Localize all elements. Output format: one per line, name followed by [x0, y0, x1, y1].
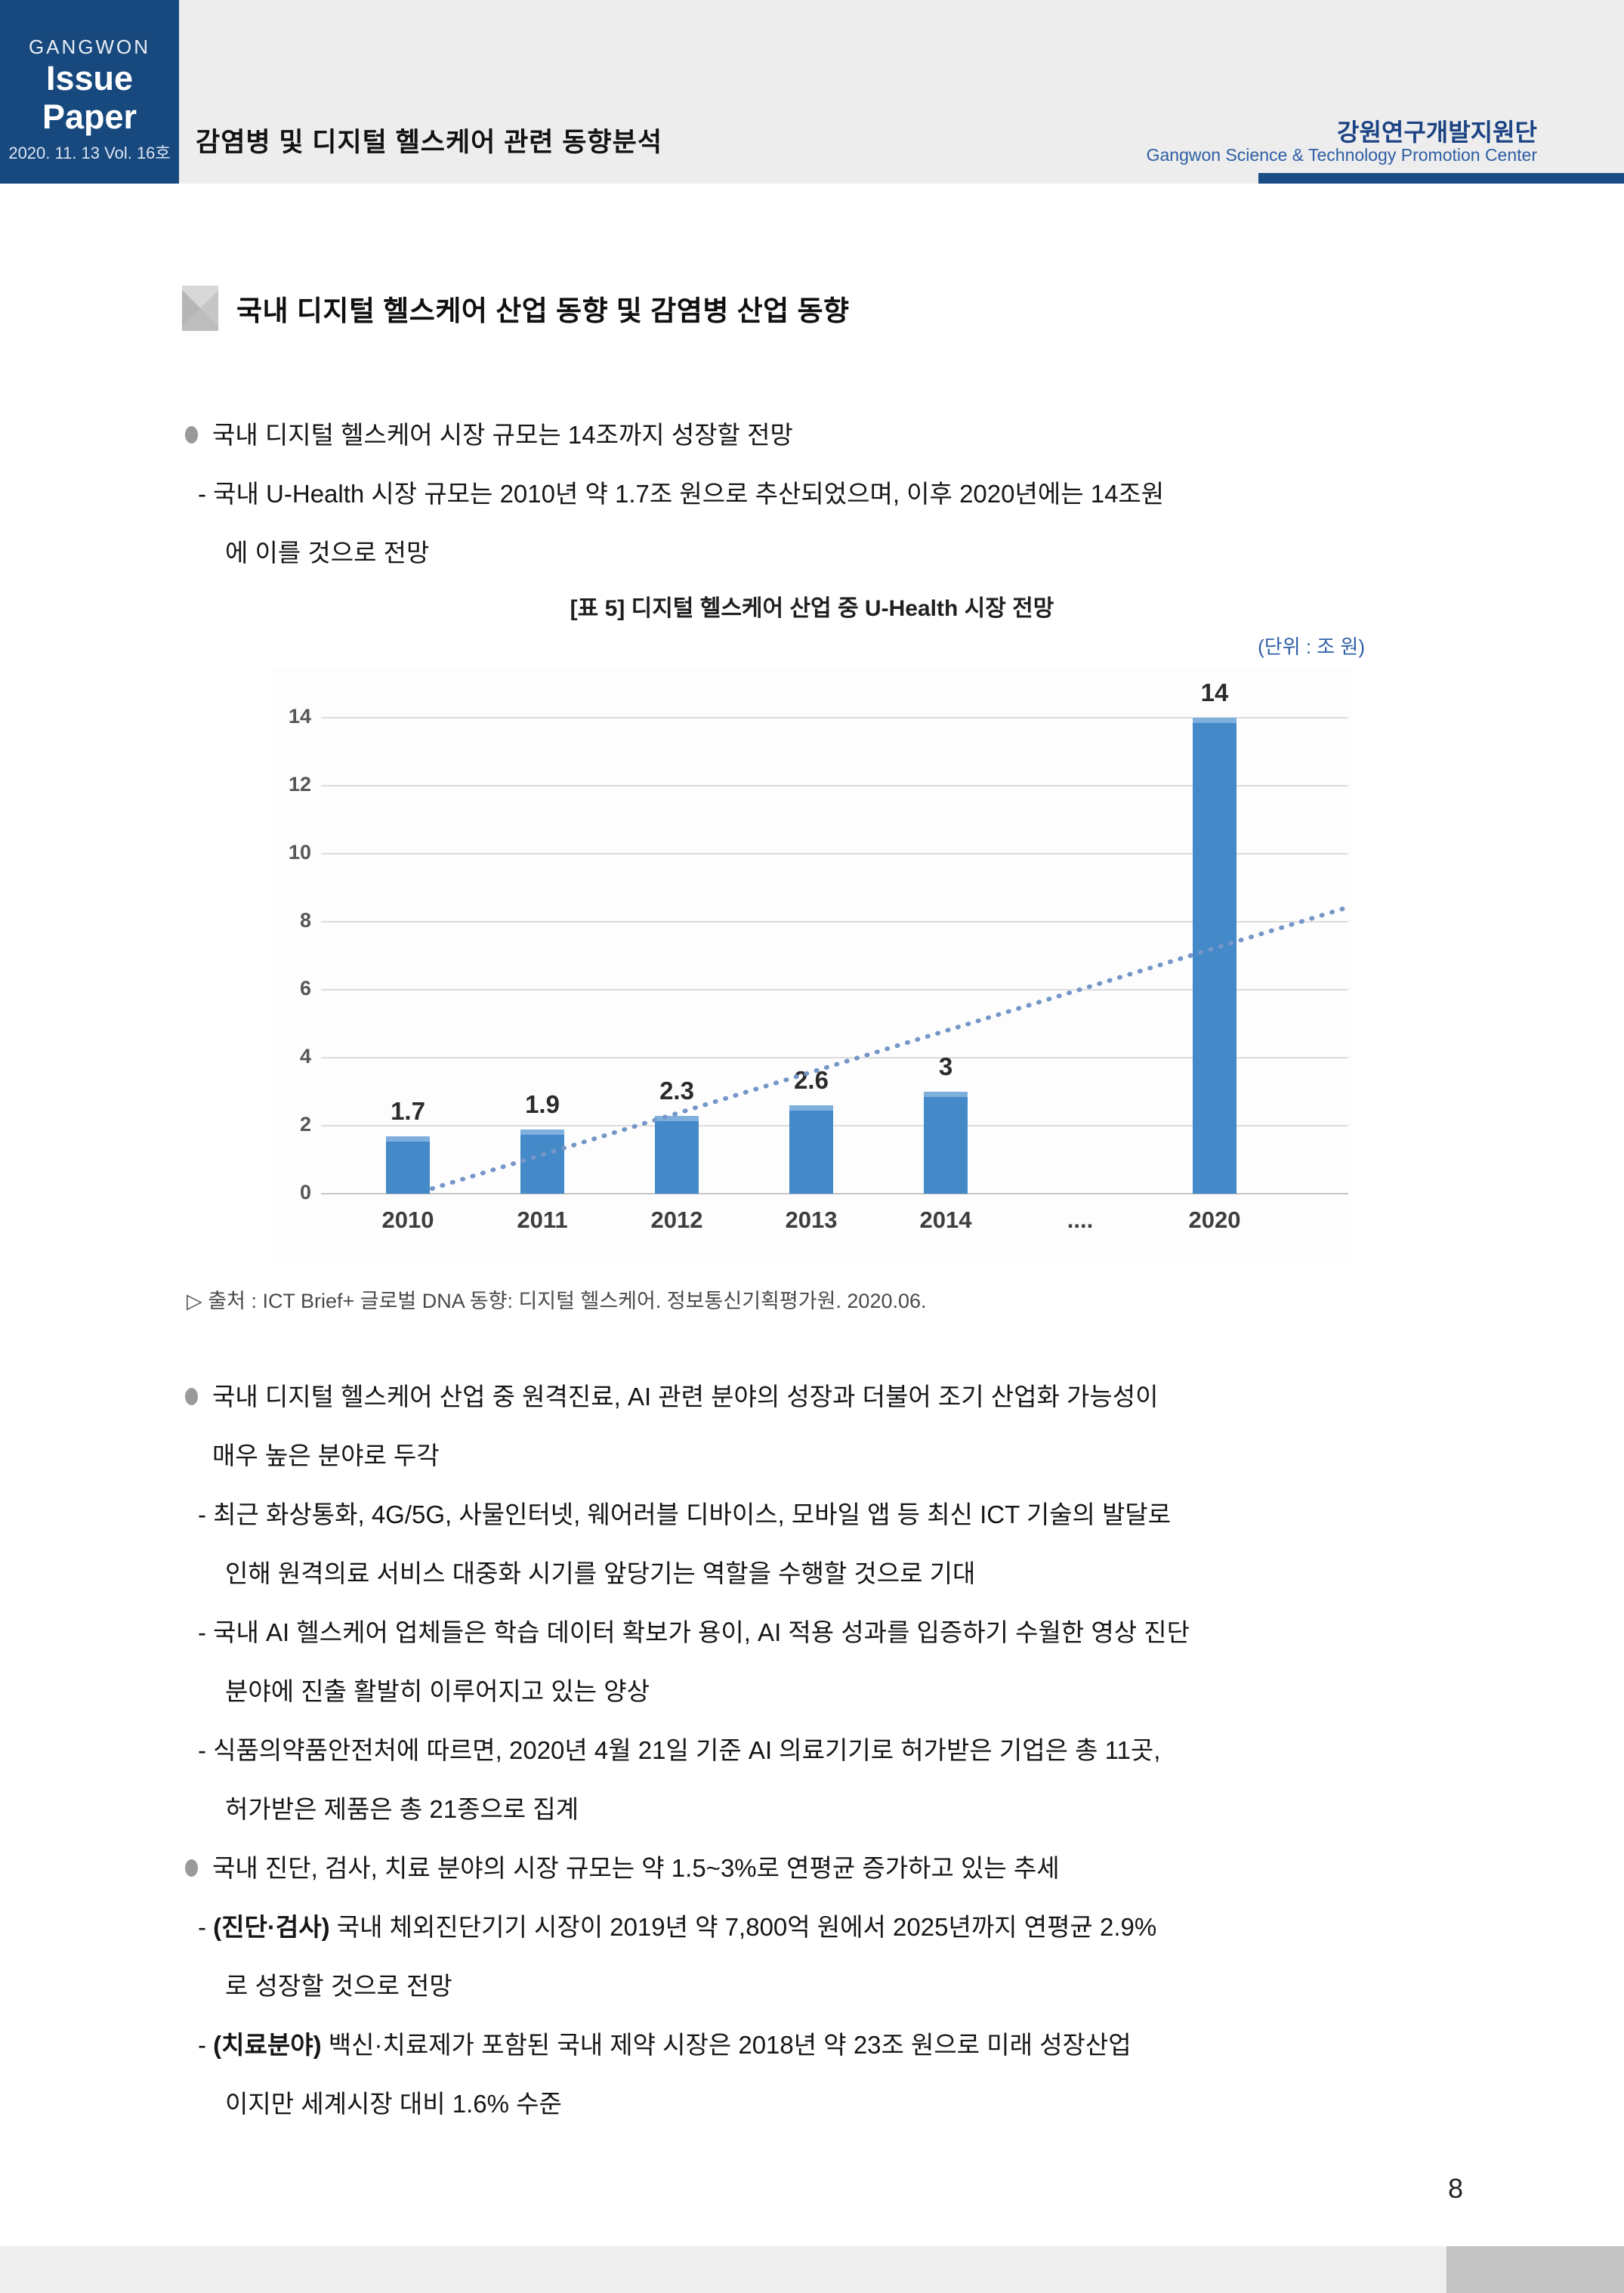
bar-2012	[655, 1115, 699, 1194]
dash-line: - (치료분야) 백신·치료제가 포함된 국내 제약 시장은 2018년 약 2…	[198, 2031, 1132, 2059]
bullet-line: 국내 진단, 검사, 치료 분야의 시장 규모는 약 1.5~3%로 연평균 증…	[0, 1839, 1624, 1898]
bullet-dot-icon	[185, 1388, 198, 1405]
gridline-y12	[321, 785, 1348, 786]
bar-value-2010: 1.7	[391, 1096, 425, 1125]
y-axis-tick-2: 2	[299, 1113, 311, 1136]
bar-2020	[1193, 718, 1237, 1194]
header: GANGWON Issue Paper 2020. 11. 13 Vol. 16…	[0, 0, 1624, 184]
section-heading: 국내 디지털 헬스케어 산업 동향 및 감염병 산업 동향	[182, 286, 850, 331]
section-title: 국내 디지털 헬스케어 산업 동향 및 감염병 산업 동향	[236, 295, 850, 326]
x-axis-label-....: ....	[1067, 1207, 1094, 1233]
bullet-line: 국내 디지털 헬스케어 산업 중 원격진료, AI 관련 분야의 성장과 더불어…	[0, 1367, 1624, 1426]
bar-value-2014: 3	[938, 1052, 953, 1080]
y-axis-tick-14: 14	[288, 705, 311, 728]
bar-value-2020: 14	[1200, 678, 1229, 706]
page-number: 8	[1447, 2173, 1464, 2204]
dash-line: - 국내 U-Health 시장 규모는 2010년 약 1.7조 원으로 추산…	[198, 480, 1165, 508]
u-health-market-bar-chart: 0 2 4 6 8 10 12 14 1.7 1.9 2.3 2.6 3 14 2010 2011 2012 20…	[272, 669, 1354, 1265]
y-axis-tick-0: 0	[299, 1181, 311, 1204]
brand-gangwon: GANGWON	[28, 35, 151, 58]
bar-value-2012: 2.3	[659, 1076, 694, 1105]
continuation-line: 에 이를 것으로 전망	[225, 539, 430, 567]
bullet-line: 국내 디지털 헬스케어 시장 규모는 14조까지 성장할 전망	[0, 406, 1624, 465]
dash-line: - 최근 화상통화, 4G/5G, 사물인터넷, 웨어러블 디바이스, 모바일 …	[198, 1500, 1172, 1528]
paragraph-block-1: 국내 디지털 헬스케어 시장 규모는 14조까지 성장할 전망 - 국내 U-He…	[0, 406, 1624, 583]
gridline-y10	[321, 853, 1348, 854]
y-axis-tick-8: 8	[299, 909, 311, 932]
bar-2013	[789, 1105, 833, 1194]
continuation-line: 분야에 진출 활발히 이루어지고 있는 양상	[225, 1677, 650, 1705]
bar-2014	[924, 1092, 968, 1194]
dash-line: - (진단·검사) 국내 체외진단기기 시장이 2019년 약 7,800억 원…	[198, 1913, 1157, 1941]
gridline-y14	[321, 717, 1348, 718]
bar-value-2013: 2.6	[794, 1066, 829, 1094]
paragraph-block-2: 국내 디지털 헬스케어 산업 중 원격진료, AI 관련 분야의 성장과 더불어…	[0, 1367, 1624, 2134]
y-axis-tick-10: 10	[288, 841, 311, 864]
x-axis-label-2011: 2011	[517, 1207, 568, 1233]
org-name-korean: 강원연구개발지원단	[1337, 119, 1537, 146]
footer-dark-segment	[1446, 2246, 1624, 2293]
continuation-line: 허가받은 제품은 총 21종으로 집계	[225, 1795, 579, 1823]
bullet-dot-icon	[185, 1859, 198, 1877]
issue-paper-logo: GANGWON Issue Paper 2020. 11. 13 Vol. 16…	[0, 0, 179, 184]
chart-unit-label: (단위 : 조 원)	[1258, 635, 1365, 658]
section-marker-icon	[182, 286, 218, 331]
document-title: 감염병 및 디지털 헬스케어 관련 동향분석	[196, 128, 663, 157]
brand-date-volume: 2020. 11. 13 Vol. 16호	[8, 144, 171, 162]
dash-line: - 국내 AI 헬스케어 업체들은 학습 데이터 확보가 용이, AI 적용 성…	[198, 1618, 1190, 1646]
table-5-caption: [표 5] 디지털 헬스케어 산업 중 U-Health 시장 전망	[570, 596, 1054, 621]
y-axis-tick-12: 12	[288, 773, 311, 796]
bullet-dot-icon	[185, 426, 198, 443]
x-axis-label-2010: 2010	[381, 1207, 434, 1233]
footer-band	[0, 2246, 1624, 2293]
x-axis-label-2014: 2014	[919, 1207, 972, 1233]
continuation-line: 이지만 세계시장 대비 1.6% 수준	[225, 2090, 562, 2118]
bar-2010	[386, 1136, 430, 1194]
bar-value-2011: 1.9	[525, 1089, 560, 1118]
continuation-line: 인해 원격의료 서비스 대중화 시기를 앞당기는 역할을 수행할 것으로 기대	[225, 1559, 976, 1587]
y-axis-tick-6: 6	[299, 977, 311, 1000]
org-name-english: Gangwon Science & Technology Promotion C…	[1146, 145, 1537, 165]
y-axis-tick-4: 4	[299, 1045, 311, 1068]
x-axis-label-2013: 2013	[785, 1207, 838, 1233]
bar-2011	[520, 1129, 564, 1194]
dash-line: - 식품의약품안전처에 따르면, 2020년 4월 21일 기준 AI 의료기기…	[198, 1736, 1161, 1764]
chart-source-line: ▷ 출처 : ICT Brief+ 글로벌 DNA 동향: 디지털 헬스케어. …	[187, 1290, 927, 1312]
continuation-line: 매우 높은 분야로 두각	[212, 1442, 440, 1469]
x-axis-label-2012: 2012	[650, 1207, 703, 1233]
header-accent-rule	[1258, 173, 1624, 184]
x-axis-label-2020: 2020	[1188, 1207, 1241, 1233]
gridline-y0	[321, 1193, 1348, 1194]
brand-issue-paper: Issue Paper	[42, 58, 137, 137]
continuation-line: 로 성장할 것으로 전망	[225, 1972, 452, 2000]
